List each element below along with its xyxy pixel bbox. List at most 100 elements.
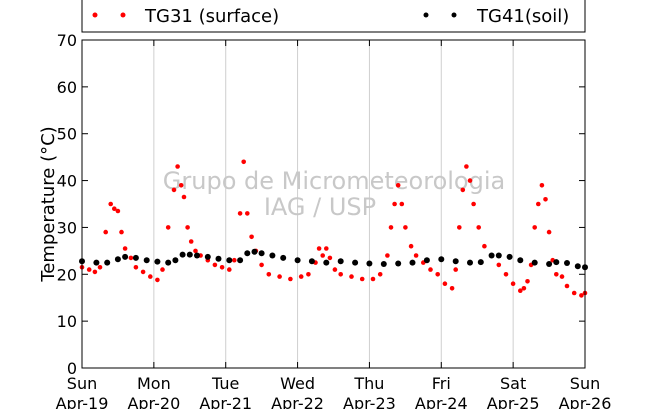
data-point [338, 272, 344, 277]
data-point [266, 272, 272, 277]
data-point [546, 229, 552, 235]
series-tg41 [79, 248, 588, 271]
data-point [536, 201, 541, 207]
legend-marker-tg41 [451, 12, 457, 18]
data-point [258, 250, 265, 257]
data-point [521, 286, 527, 291]
x-tick-label-day: Tue [211, 374, 239, 393]
data-point [219, 265, 225, 270]
x-tick-label-date: Apr-25 [487, 394, 540, 409]
data-point [179, 251, 186, 258]
legend-marker-tg31 [120, 12, 126, 18]
legend-marker-tg41 [423, 12, 429, 18]
data-point [385, 253, 390, 258]
data-point [133, 265, 139, 270]
data-point [269, 252, 276, 259]
data-point [510, 281, 516, 287]
data-point [517, 257, 524, 264]
data-point [423, 257, 430, 264]
data-point [442, 281, 448, 287]
data-point [392, 201, 397, 207]
data-point [237, 211, 243, 216]
data-point [506, 253, 513, 260]
data-point [294, 257, 301, 264]
data-point [204, 253, 211, 260]
data-point [181, 194, 187, 200]
data-point [193, 248, 198, 254]
legend-marker-tg31 [92, 12, 98, 18]
data-point [112, 206, 117, 211]
data-point [453, 267, 459, 272]
data-point [543, 197, 548, 202]
series-tg31 [79, 159, 588, 298]
y-tick-label: 0 [67, 359, 77, 378]
data-point [477, 259, 484, 266]
data-point [571, 290, 577, 296]
data-point [108, 201, 113, 207]
x-tick-label-day: Wed [280, 374, 315, 393]
data-point [194, 252, 200, 259]
data-point [97, 265, 103, 270]
data-point [119, 229, 124, 235]
data-point [227, 267, 232, 272]
data-point [128, 255, 134, 261]
data-point [122, 253, 129, 260]
data-point [467, 259, 473, 266]
data-point [280, 254, 287, 261]
data-point [452, 258, 459, 265]
data-point [148, 274, 153, 279]
data-point [154, 258, 161, 265]
data-point [539, 183, 545, 188]
data-point [449, 286, 455, 291]
data-point [323, 259, 330, 266]
plot-frame [81, 39, 586, 369]
data-point [115, 208, 121, 214]
data-point [377, 272, 383, 277]
data-point [143, 257, 150, 264]
watermark-line-2: IAG / USP [264, 193, 376, 221]
x-axis-ticks: SunApr-19MonApr-20TueApr-21WedApr-22ThuA… [56, 40, 612, 409]
data-point [308, 258, 315, 265]
y-tick-label: 20 [57, 265, 77, 284]
data-point [171, 187, 177, 193]
data-point [408, 243, 414, 249]
x-tick-label-day: Sun [67, 374, 97, 393]
x-tick-label-day: Mon [137, 374, 171, 393]
data-point [178, 183, 184, 188]
data-point [232, 257, 237, 263]
data-point [553, 259, 560, 266]
x-tick-label-date: Apr-21 [199, 394, 252, 409]
data-point [388, 225, 394, 230]
x-tick-label-day: Fri [432, 374, 451, 393]
data-point [476, 225, 482, 230]
data-point [92, 269, 98, 275]
y-tick-label: 40 [57, 172, 77, 191]
y-axis-ticks: 0 10 20 30 40 50 60 70 [57, 31, 585, 378]
data-point [337, 258, 344, 265]
data-point [395, 260, 402, 267]
data-point [86, 267, 92, 272]
data-series [79, 159, 588, 298]
data-point [413, 253, 419, 258]
x-tick-label-date: Apr-20 [127, 394, 180, 409]
data-point [155, 277, 160, 283]
data-point [185, 225, 190, 230]
data-point [114, 256, 121, 263]
data-point [435, 272, 441, 277]
data-point [352, 259, 359, 266]
data-point [332, 267, 338, 272]
data-point [464, 164, 469, 169]
data-point [251, 248, 258, 255]
data-point [503, 272, 509, 277]
data-point [212, 262, 218, 268]
x-tick-label-date: Apr-22 [271, 394, 324, 409]
x-tick-label-date: Apr-26 [559, 394, 612, 409]
data-point [298, 274, 304, 279]
y-tick-label: 60 [57, 78, 77, 97]
data-point [438, 256, 445, 263]
data-point [380, 261, 387, 267]
data-point [554, 272, 559, 277]
data-point [525, 279, 530, 284]
data-point [399, 201, 405, 207]
data-point [160, 267, 165, 272]
